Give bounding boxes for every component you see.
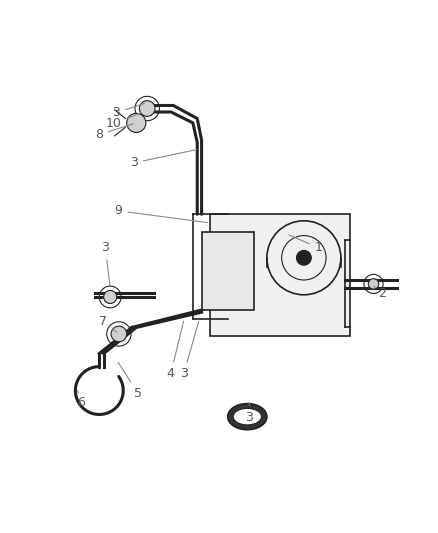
Text: 6: 6 (78, 391, 85, 409)
Text: 3: 3 (102, 241, 110, 286)
Text: 10: 10 (106, 113, 140, 130)
Text: 2: 2 (374, 286, 386, 300)
FancyBboxPatch shape (201, 232, 254, 310)
Circle shape (297, 251, 311, 265)
Text: 3: 3 (130, 150, 197, 169)
Text: 4: 4 (167, 321, 184, 381)
Text: 8: 8 (95, 124, 134, 141)
Text: 3: 3 (113, 103, 145, 119)
Ellipse shape (228, 403, 267, 430)
Text: 3: 3 (245, 402, 253, 424)
FancyBboxPatch shape (210, 214, 350, 336)
Text: 9: 9 (115, 204, 208, 223)
Text: 7: 7 (99, 315, 117, 332)
Ellipse shape (233, 408, 261, 425)
Text: 1: 1 (289, 235, 323, 254)
Circle shape (139, 101, 155, 116)
Text: 3: 3 (180, 321, 199, 381)
Circle shape (368, 279, 379, 289)
Text: 5: 5 (118, 362, 142, 400)
Circle shape (127, 114, 146, 133)
Circle shape (104, 290, 117, 303)
Circle shape (111, 326, 127, 342)
